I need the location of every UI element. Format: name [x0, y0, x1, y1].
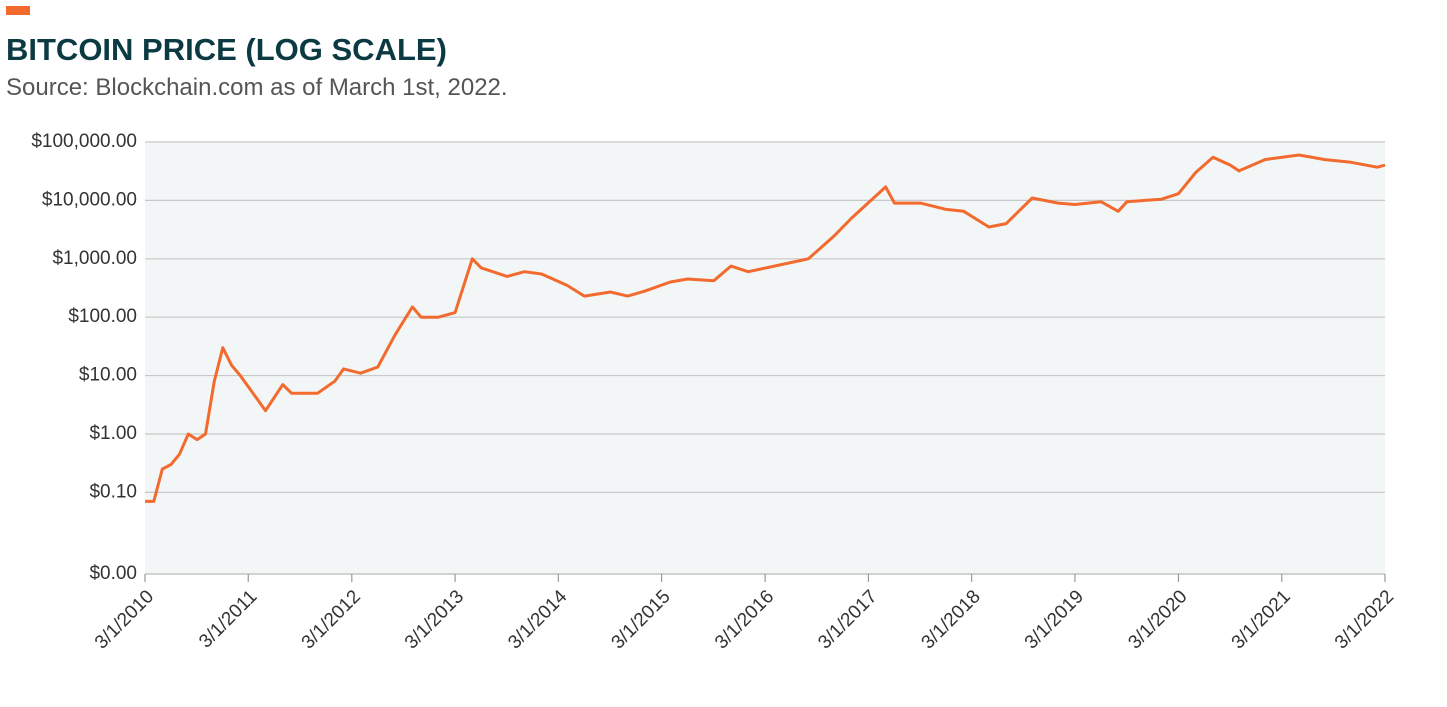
x-tick-label: 3/1/2010	[91, 586, 158, 653]
y-tick-label: $10,000.00	[42, 189, 137, 210]
x-tick-label: 3/1/2022	[1331, 586, 1398, 653]
x-tick-label: 3/1/2017	[814, 586, 881, 653]
legend-swatch	[6, 6, 30, 15]
y-tick-label: $1,000.00	[52, 248, 137, 269]
plot-area	[145, 142, 1385, 574]
price-line	[145, 153, 1386, 503]
y-tick-label: $0.10	[89, 481, 137, 502]
chart-subtitle: Source: Blockchain.com as of March 1st, …	[6, 74, 508, 101]
y-tick-label: $10.00	[79, 365, 137, 386]
y-tick-label: $100,000.00	[31, 131, 137, 152]
x-tick-label: 3/1/2013	[401, 586, 468, 653]
y-tick-label: $1.00	[89, 423, 137, 444]
y-tick-label: $0.00	[89, 563, 137, 584]
x-tick-label: 3/1/2020	[1124, 586, 1191, 653]
y-tick-label: $100.00	[68, 306, 137, 327]
x-tick-label: 3/1/2016	[711, 586, 778, 653]
chart-title: BITCOIN PRICE (LOG SCALE)	[6, 32, 447, 67]
x-tick-label: 3/1/2014	[504, 586, 571, 653]
x-tick-label: 3/1/2012	[298, 586, 365, 653]
x-tick-label: 3/1/2015	[608, 586, 675, 653]
x-tick-label: 3/1/2019	[1021, 586, 1088, 653]
x-tick-label: 3/1/2021	[1228, 586, 1295, 653]
x-tick-label: 3/1/2018	[918, 586, 985, 653]
x-tick-label: 3/1/2011	[195, 586, 261, 652]
